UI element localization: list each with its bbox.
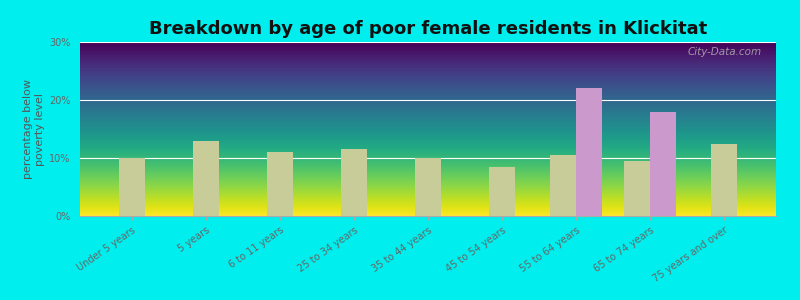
Y-axis label: percentage below
poverty level: percentage below poverty level [23, 79, 45, 179]
Text: City-Data.com: City-Data.com [688, 47, 762, 57]
Bar [415, 158, 441, 216]
Bar [576, 88, 602, 216]
Bar [711, 143, 737, 216]
Bar [624, 161, 650, 216]
Bar [341, 149, 367, 216]
Bar [267, 152, 293, 216]
Bar [650, 112, 676, 216]
Title: Breakdown by age of poor female residents in Klickitat: Breakdown by age of poor female resident… [149, 20, 707, 38]
Bar [193, 141, 219, 216]
Bar [489, 167, 515, 216]
Bar [550, 155, 576, 216]
Bar [119, 158, 145, 216]
